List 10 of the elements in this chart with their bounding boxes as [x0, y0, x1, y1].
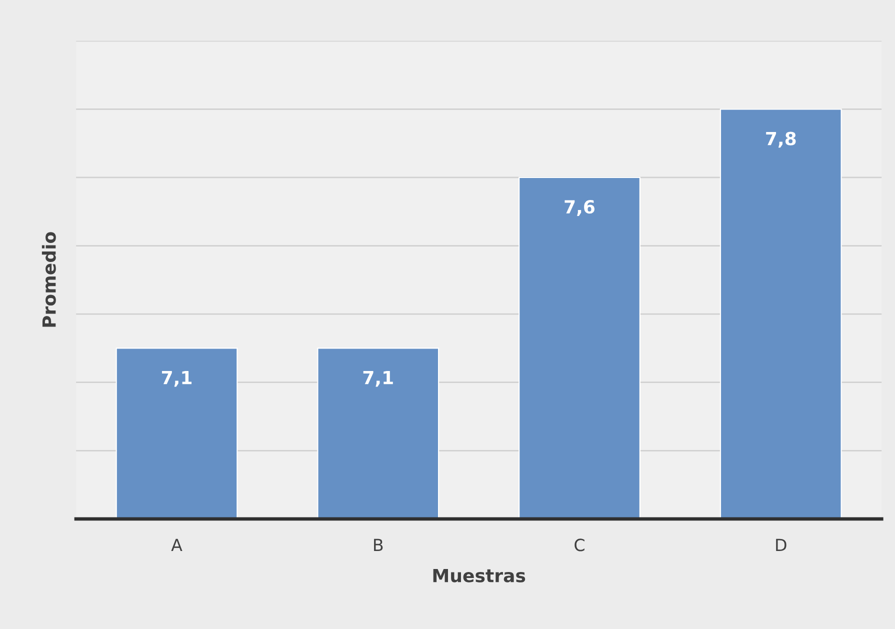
x-tick-label: D — [776, 538, 786, 552]
data-label: 7,6 — [564, 200, 595, 216]
y-axis-title: Promedio — [42, 232, 56, 327]
x-tick-label: B — [374, 538, 383, 552]
x-axis-title: Muestras — [433, 568, 526, 582]
data-label: 7,1 — [162, 370, 192, 387]
data-label: 7,1 — [363, 370, 393, 387]
x-tick-label: C — [574, 538, 584, 552]
x-tick-label: A — [171, 538, 182, 552]
data-label: 7,8 — [766, 132, 796, 148]
